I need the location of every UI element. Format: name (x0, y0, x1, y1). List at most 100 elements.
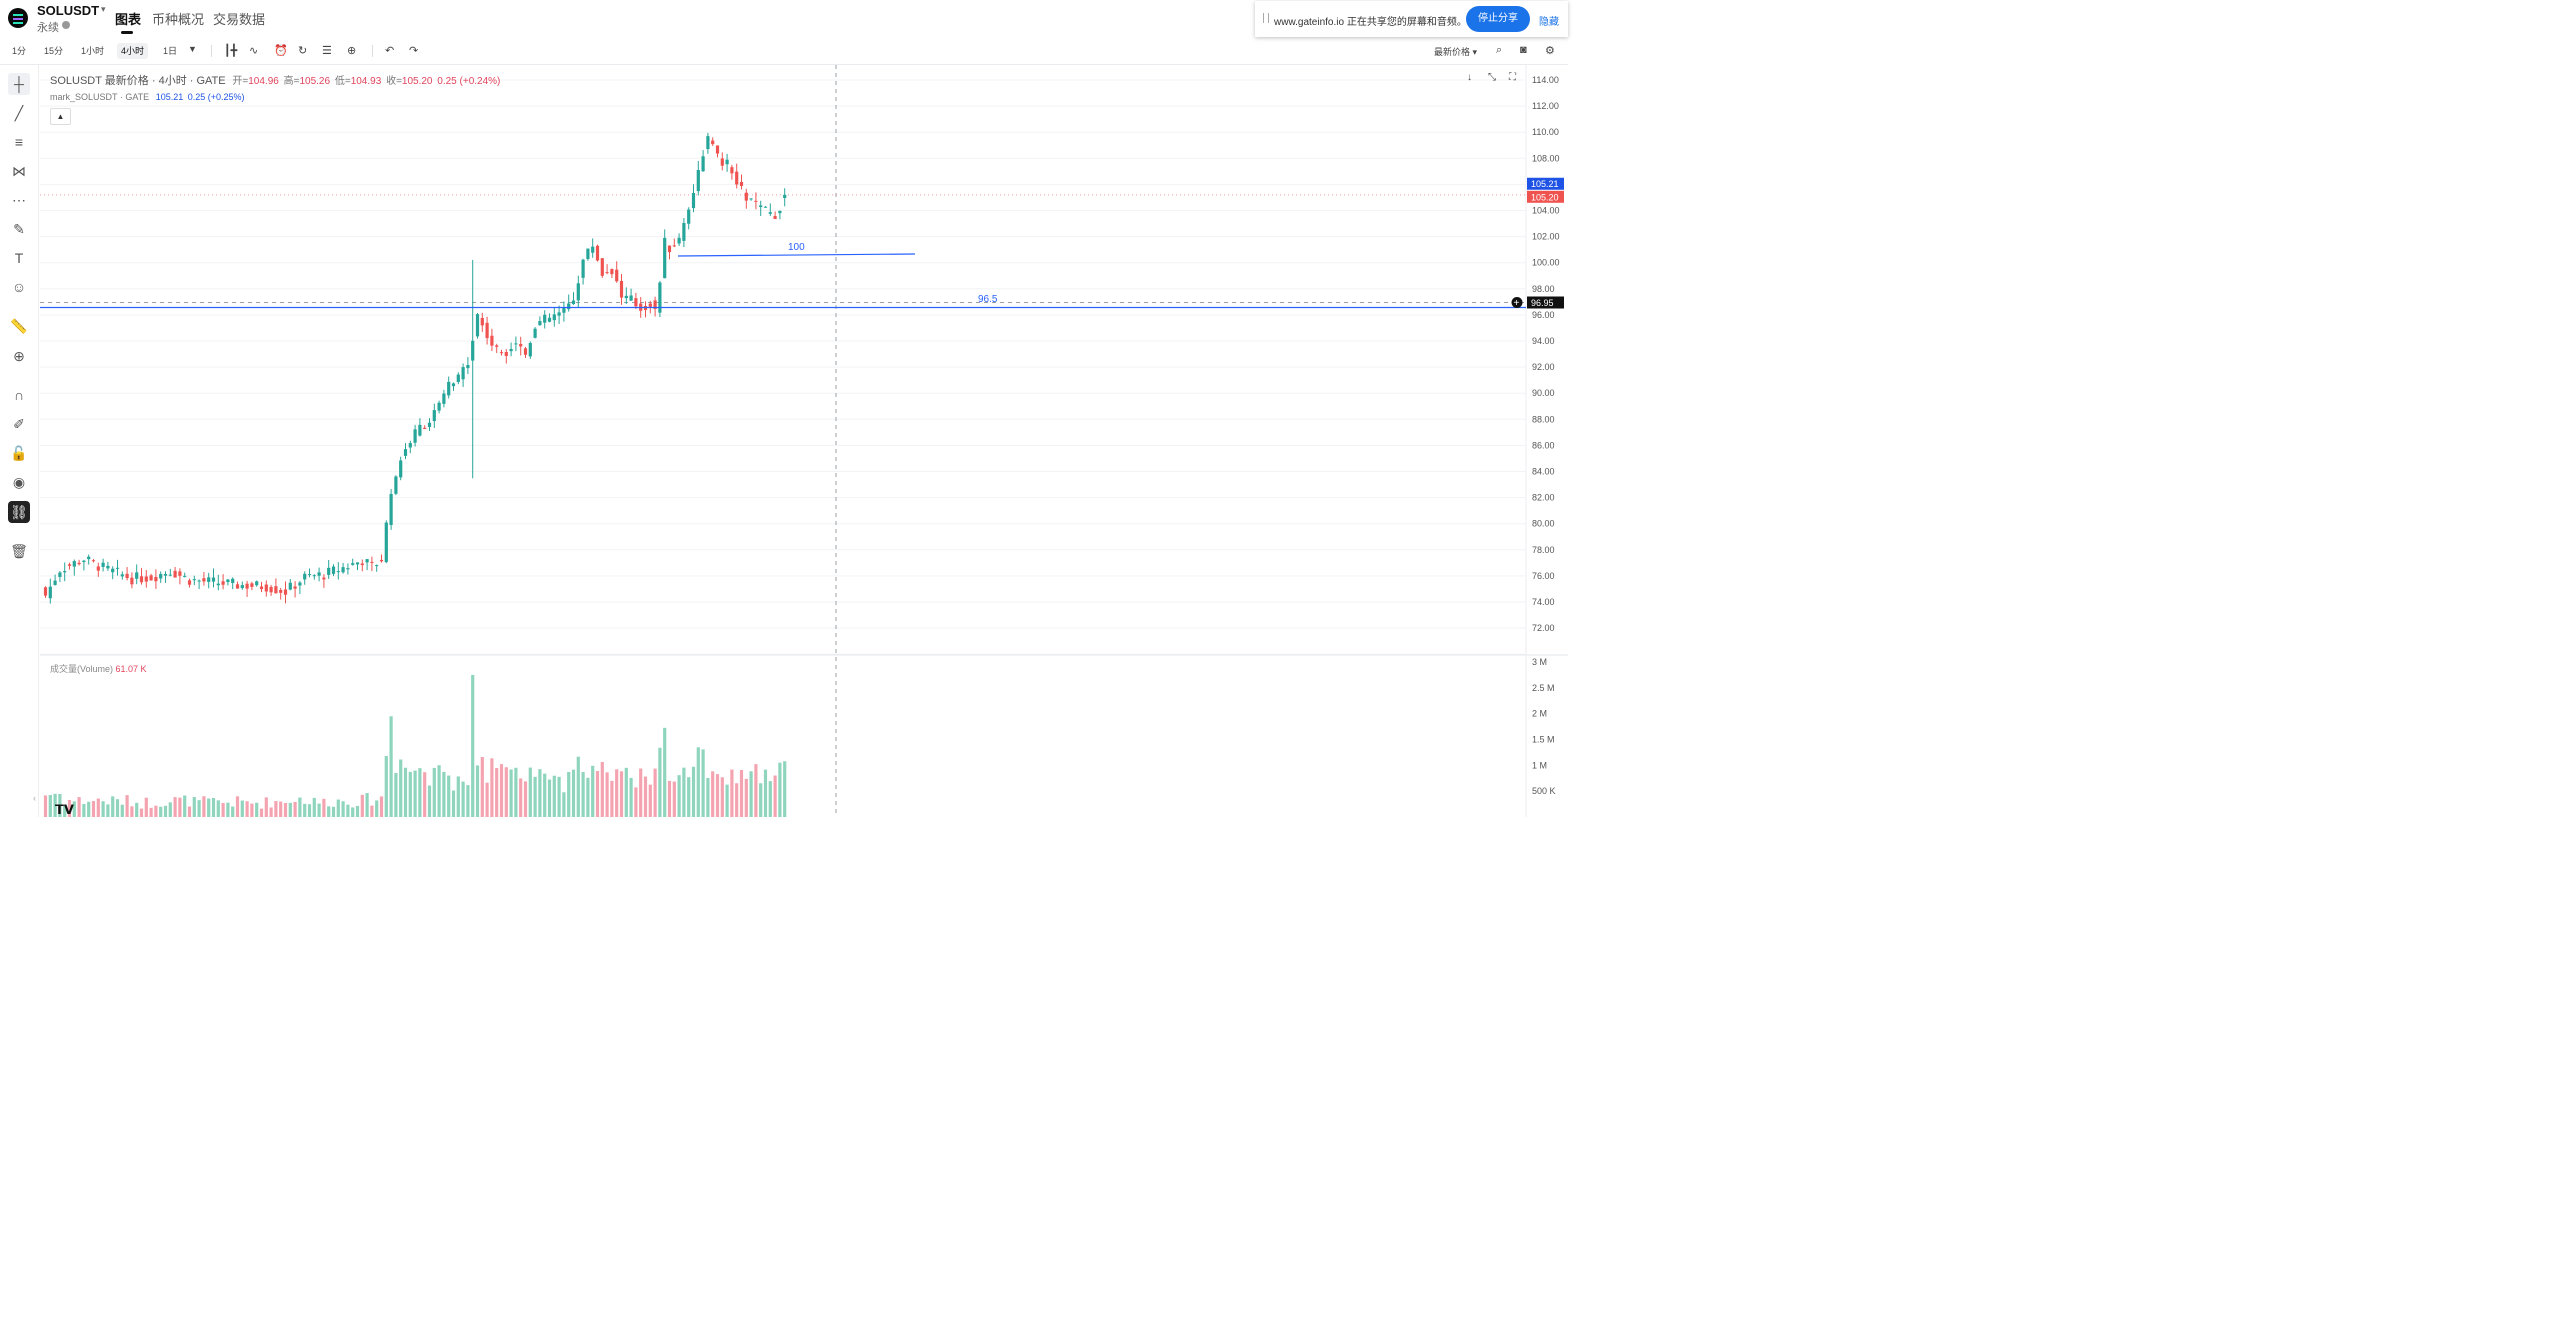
arrow-down-icon[interactable]: ↓ (1467, 72, 1472, 83)
line-96-5-label: 96.5 (978, 294, 998, 305)
timeframe-dropdown-icon[interactable]: ▼ (188, 44, 197, 54)
undo-icon[interactable]: ↶ (385, 45, 395, 57)
close-value: 105.20 (401, 76, 433, 87)
lock-icon[interactable]: 🔓 (10, 445, 28, 461)
volume-bar (91, 801, 96, 817)
price-axis-tick: 102.00 (1532, 232, 1560, 242)
volume-bar (749, 771, 753, 817)
volume-bar (586, 777, 590, 817)
volume-bar (653, 768, 657, 817)
lock-pencil-icon[interactable]: ✐ (13, 416, 25, 432)
settings-gear-icon[interactable]: ⚙ (1545, 45, 1555, 57)
price-type-dropdown[interactable]: 最新价格 ▾ (1434, 47, 1478, 57)
stop-sharing-button[interactable]: 停止分享 (1466, 6, 1530, 32)
link-icon[interactable]: ⛓ (8, 501, 30, 523)
scroll-left-icon[interactable]: ‹ (33, 793, 36, 803)
toolbar-divider (211, 45, 212, 57)
info-icon[interactable] (62, 21, 70, 29)
candle-body (715, 145, 720, 154)
timeframe-1h[interactable]: 1小时 (81, 46, 105, 56)
volume-bar (715, 774, 720, 817)
collapse-icon[interactable]: ⤡ (1488, 72, 1496, 83)
timeframe-1m[interactable]: 1分 (12, 46, 27, 56)
screen-share-bar: www.gateinfo.io 正在共享您的屏幕和音频。 停止分享 隐藏 (1255, 1, 1568, 37)
candle-body (595, 245, 600, 261)
timeframe-15m[interactable]: 15分 (44, 46, 64, 56)
hide-share-bar-button[interactable]: 隐藏 (1539, 17, 1559, 28)
trash-icon[interactable]: 🗑 (10, 543, 28, 559)
fullscreen-icon[interactable]: ⛶ (1509, 72, 1516, 83)
volume-bar (183, 795, 187, 817)
volume-axis-tick: 3 M (1532, 657, 1547, 667)
volume-bar (130, 806, 134, 817)
emoji-icon[interactable]: ☺ (11, 279, 27, 295)
candle-body (336, 571, 340, 573)
fibonacci-icon[interactable]: ⋯ (12, 192, 26, 208)
search-icon[interactable]: ⌕ (1496, 44, 1503, 56)
candle-body (317, 572, 321, 576)
drag-handle-icon[interactable] (1263, 13, 1269, 23)
volume-bar (408, 771, 412, 817)
trend-line-icon[interactable]: ╱ (14, 105, 24, 121)
timeframe-1d[interactable]: 1日 (163, 46, 178, 56)
add-indicator-icon[interactable]: ⊕ (347, 45, 357, 57)
candle-body (591, 246, 595, 253)
template-icon[interactable]: ☰ (322, 45, 332, 57)
volume-bar (744, 778, 748, 817)
symbol-selector[interactable]: SOLUSDT (37, 3, 100, 18)
redo-icon[interactable]: ↷ (409, 45, 419, 57)
tab-chart[interactable]: 图表 (115, 12, 142, 27)
volume-bar (763, 769, 768, 817)
candle-body (87, 556, 91, 560)
volume-bar (730, 769, 734, 817)
volume-bar (523, 781, 528, 817)
volume-bar (754, 764, 758, 817)
volume-bar (106, 804, 110, 817)
candle-body (379, 559, 384, 562)
ruler-icon[interactable]: 📏 (10, 318, 28, 334)
volume-bar (451, 790, 456, 817)
zoom-in-icon[interactable]: ⊕ (13, 348, 25, 364)
candle-body (178, 571, 182, 576)
tab-trading-data[interactable]: 交易数据 (213, 12, 266, 27)
eye-icon[interactable]: ◉ (12, 474, 26, 490)
chart-toolbar: 1分 15分 1小时 4小时 1日 ▼ ┃╋ ∿ ⏰ ↻ ☰ ⊕ ↶ ↷ 最新价… (0, 38, 1568, 65)
volume-bar (135, 802, 139, 817)
candle-body (475, 314, 480, 337)
tab-coin-overview[interactable]: 币种概况 (152, 12, 205, 27)
candle-body (773, 216, 777, 219)
volume-bar (629, 777, 633, 817)
crosshair-icon[interactable]: ┼ (8, 73, 30, 95)
volume-bar (403, 767, 408, 817)
candle-body (312, 575, 316, 577)
replay-icon[interactable]: ↻ (298, 45, 308, 57)
candle-body (466, 364, 470, 369)
volume-bar (768, 781, 772, 817)
volume-bar (231, 806, 235, 817)
volume-bar (207, 798, 211, 817)
price-chart[interactable]: 10096.5114.00112.00110.00108.00106.00104… (0, 0, 1568, 817)
pattern-icon[interactable]: ⋈ (12, 163, 26, 179)
price-axis-tick: 100.00 (1532, 258, 1560, 268)
indicators-icon[interactable]: ∿ (249, 45, 259, 57)
parallel-lines-icon[interactable]: ≡ (14, 134, 24, 150)
alert-icon[interactable]: ⏰ (274, 45, 288, 57)
timeframe-4h[interactable]: 4小时 (117, 43, 149, 59)
volume-bar (504, 767, 508, 817)
camera-icon[interactable]: ◙ (1520, 44, 1527, 56)
volume-bar (663, 727, 667, 817)
volume-bar (600, 761, 604, 817)
caret-down-icon[interactable]: ▾ (101, 4, 106, 14)
tradingview-logo[interactable]: 𝗧𝗩 (55, 802, 74, 817)
volume-bar (567, 771, 571, 817)
volume-bar (427, 785, 432, 817)
brush-icon[interactable]: ✎ (13, 221, 25, 237)
text-tool-icon[interactable]: T (14, 250, 24, 266)
candle-body (231, 578, 235, 583)
candle-type-icon[interactable]: ┃╋ (224, 45, 238, 57)
candle-body (701, 156, 705, 172)
magnet-icon[interactable]: ∩ (13, 387, 25, 403)
mark-series-title: mark_SOLUSDT · GATE (50, 92, 150, 102)
legend-collapse-button[interactable]: ▲ (50, 108, 71, 125)
volume-bar (379, 796, 384, 817)
